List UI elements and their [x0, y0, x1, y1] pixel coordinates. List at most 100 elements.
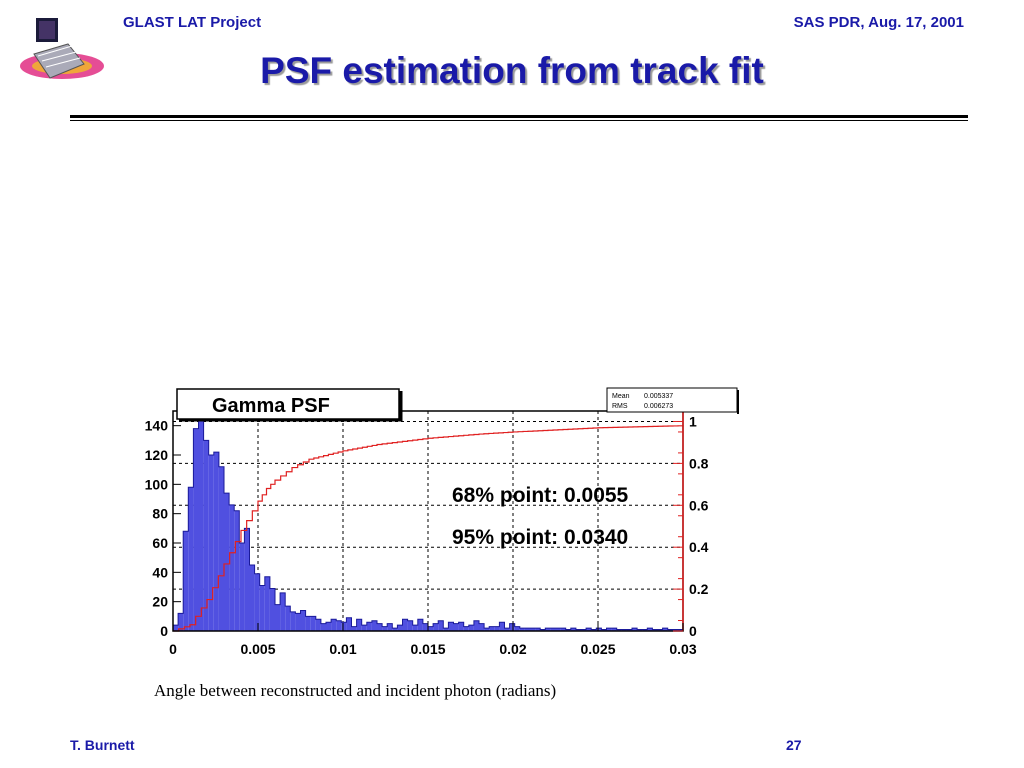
histogram-bar [387, 623, 393, 631]
y-tick-label: 40 [152, 564, 168, 580]
histogram-bar [224, 493, 230, 631]
y2-tick-label: 1 [689, 413, 697, 429]
stats-mean-value: 0.005337 [644, 393, 673, 400]
histogram-bar [438, 620, 444, 631]
histogram-bar [448, 622, 454, 631]
histogram-bar [509, 623, 515, 631]
histogram-bar [530, 628, 536, 631]
histogram-bar [458, 622, 464, 631]
y2-tick-label: 0.6 [689, 497, 709, 513]
histogram-bar [484, 628, 490, 631]
stats-rms-label: RMS [612, 403, 628, 410]
stats-mean-label: Mean [612, 393, 630, 400]
histogram-bar [524, 628, 530, 631]
histogram-bar [489, 626, 495, 631]
psf-histogram-chart: 0 0.005 0.01 0.015 0.02 0.025 0.03020406080100… [112, 383, 747, 658]
histogram-bar [290, 611, 296, 631]
histogram-bar [473, 620, 479, 631]
histogram-bar [244, 528, 250, 631]
histogram-bar [351, 626, 357, 631]
histogram-bar [586, 628, 592, 631]
histogram-bar [453, 623, 459, 631]
chart-title-box [176, 388, 400, 420]
axis-layer: 0 0.005 0.01 0.015 0.02 0.025 0.03020406080100… [145, 411, 709, 657]
histogram-bar [433, 623, 439, 631]
histogram-bar [188, 487, 194, 631]
histogram-bar [412, 625, 418, 631]
histogram-bar [320, 623, 326, 631]
y2-tick-label: 0 [689, 623, 697, 639]
histogram-bar [535, 628, 541, 631]
histogram-bar [606, 628, 612, 631]
histogram-bar [463, 626, 469, 631]
histogram-bar [183, 531, 189, 631]
histogram-bar [249, 565, 255, 631]
histogram-bar [468, 625, 474, 631]
histogram-bar [361, 625, 367, 631]
histogram-bar [514, 626, 520, 631]
histogram-bar [203, 440, 209, 631]
histogram-bar [305, 616, 311, 631]
histogram-bar [417, 619, 423, 631]
histogram-bar [632, 628, 638, 631]
histogram-bar [198, 413, 204, 631]
histogram-bar [275, 604, 281, 631]
histogram-layer [172, 413, 684, 631]
histogram-bar [407, 620, 413, 631]
histogram-bar [269, 588, 275, 631]
histogram-bar [193, 428, 199, 631]
histogram-bar [285, 606, 291, 631]
histogram-bar [315, 619, 321, 631]
histogram-bar [596, 628, 602, 631]
x-tick-label: 0.005 [240, 641, 275, 657]
histogram-bar [662, 628, 668, 631]
histogram-bar [346, 617, 352, 631]
x-tick-label: 0.025 [580, 641, 615, 657]
annotation-68-point: 68% point: 0.0055 [452, 484, 629, 507]
y-tick-label: 120 [145, 447, 169, 463]
histogram-bar [371, 620, 377, 631]
title-divider [70, 115, 968, 118]
histogram-bar [428, 626, 434, 631]
histogram-bar [254, 573, 260, 631]
histogram-outline [172, 413, 684, 631]
x-tick-label: 0.01 [329, 641, 356, 657]
histogram-bar [479, 623, 485, 631]
histogram-bar [519, 628, 525, 631]
histogram-bar [218, 466, 224, 631]
histogram-bar [392, 628, 398, 631]
y-tick-label: 0 [160, 623, 168, 639]
slide-title: PSF estimation from track fit [260, 50, 764, 91]
histogram-bar [300, 610, 306, 631]
histogram-bar [560, 628, 566, 631]
glast-logo-icon [20, 18, 104, 79]
header-date: SAS PDR, Aug. 17, 2001 [793, 14, 964, 31]
histogram-bar [647, 628, 653, 631]
histogram-bar [443, 628, 449, 631]
stats-box [606, 387, 738, 413]
histogram-bar [341, 622, 347, 631]
histogram-bar [611, 628, 617, 631]
histogram-bar [331, 619, 337, 631]
footer-page-number: 27 [786, 737, 802, 753]
histogram-bar [234, 510, 240, 631]
cumulative-layer [173, 425, 684, 632]
histogram-bar [397, 625, 403, 631]
histogram-bar [239, 543, 245, 631]
histogram-bar [208, 455, 214, 631]
stats-rms-value: 0.006273 [644, 403, 673, 410]
histogram-bar [295, 613, 301, 631]
x-axis-caption: Angle between reconstructed and incident… [154, 681, 557, 700]
histogram-bar [570, 628, 576, 631]
header-project: GLAST LAT Project [123, 14, 262, 31]
y2-tick-label: 0.4 [689, 539, 709, 555]
y-tick-label: 80 [152, 506, 168, 522]
histogram-bar [264, 576, 270, 631]
y2-tick-label: 0.2 [689, 581, 709, 597]
histogram-bar [382, 626, 388, 631]
histogram-bar [555, 628, 561, 631]
histogram-bar [366, 622, 372, 631]
histogram-bar [545, 628, 551, 631]
histogram-bar [280, 592, 286, 631]
y-tick-label: 140 [145, 418, 169, 434]
